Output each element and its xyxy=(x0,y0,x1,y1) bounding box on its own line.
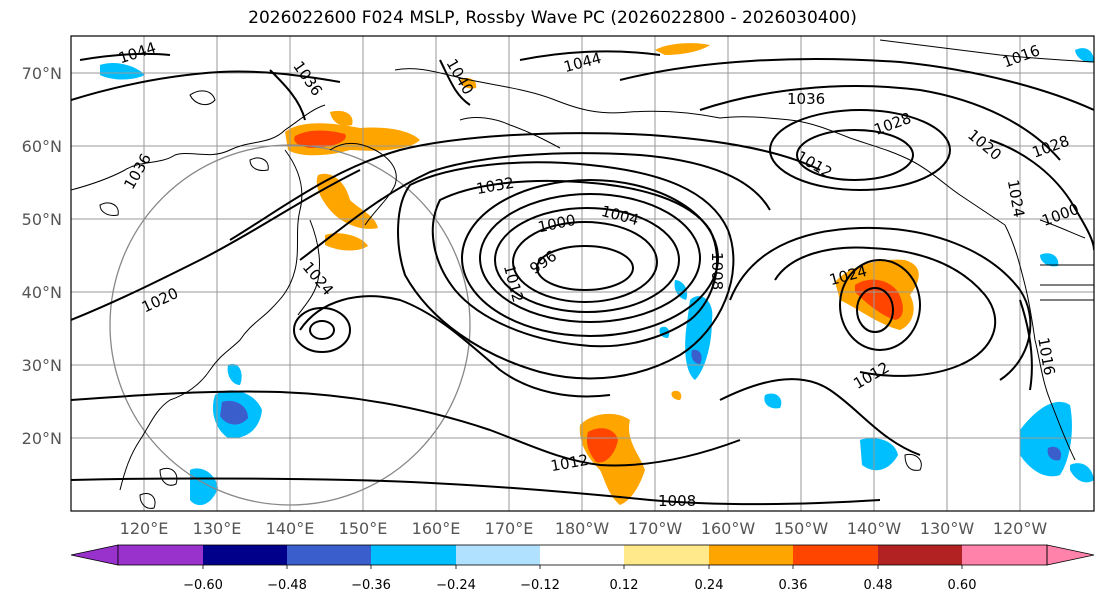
longitude-labels: 120°E 130°E 140°E 150°E 160°E 170°E 180°… xyxy=(120,519,1048,538)
colorbar-tick-label: 0.48 xyxy=(864,578,893,593)
contour-label: 1008 xyxy=(658,492,696,510)
lon-label: 160°W xyxy=(701,519,756,538)
mslp-contours xyxy=(71,50,1094,506)
lon-label: 180°W xyxy=(555,519,610,538)
colorbar-outline xyxy=(117,544,1048,566)
colorbar-bin xyxy=(540,545,624,565)
latitude-labels: 70°N 60°N 50°N 40°N 30°N 20°N xyxy=(22,64,62,448)
lon-label: 140°E xyxy=(266,519,315,538)
colorbar-bin xyxy=(878,545,962,565)
colorbar-tick-label: 0.36 xyxy=(779,578,808,593)
colorbar-tick-label: 0.24 xyxy=(695,578,724,593)
lon-label: 150°E xyxy=(339,519,388,538)
coastlines xyxy=(71,39,1094,509)
colorbar-extend-right xyxy=(1046,544,1095,566)
lat-label: 30°N xyxy=(22,356,62,375)
lon-label: 140°W xyxy=(847,519,902,538)
lon-label: 130°E xyxy=(193,519,242,538)
colorbar-tick-label: −0.48 xyxy=(267,578,307,593)
colorbar-tick-label: 0.60 xyxy=(948,578,977,593)
colorbar: −0.60 −0.48 −0.36 −0.24 −0.12 0.12 0.24 … xyxy=(70,544,1095,593)
colorbar-tick-label: −0.12 xyxy=(520,578,560,593)
lon-label: 120°W xyxy=(993,519,1048,538)
colorbar-extend-left xyxy=(70,544,119,566)
chart-title: 2026022600 F024 MSLP, Rossby Wave PC (20… xyxy=(248,8,857,28)
map-frame xyxy=(70,35,1095,512)
contour-label: 1036 xyxy=(787,90,825,108)
lat-label: 70°N xyxy=(22,64,62,83)
colorbar-tick-label: −0.24 xyxy=(436,578,476,593)
colorbar-bin xyxy=(962,545,1047,565)
colorbar-bin xyxy=(118,545,203,565)
colorbar-bin xyxy=(456,545,540,565)
colorbar-tick-label: 0.12 xyxy=(610,578,639,593)
colorbar-bin xyxy=(287,545,371,565)
lon-label: 160°E xyxy=(412,519,461,538)
lon-label: 150°W xyxy=(774,519,829,538)
lat-label: 40°N xyxy=(22,283,62,302)
colorbar-bin xyxy=(371,545,456,565)
lon-label: 120°E xyxy=(120,519,169,538)
colorbar-bin xyxy=(709,545,793,565)
anomaly-shading-negative xyxy=(100,48,1094,506)
great-circle-arc xyxy=(109,144,471,506)
lon-label: 170°E xyxy=(485,519,534,538)
lat-label: 20°N xyxy=(22,429,62,448)
colorbar-bin xyxy=(203,545,287,565)
lat-label: 50°N xyxy=(22,210,62,229)
lat-label: 60°N xyxy=(22,137,62,156)
colorbar-bin xyxy=(624,545,709,565)
colorbar-tick-label: −0.36 xyxy=(351,578,391,593)
colorbar-tick-label: −0.60 xyxy=(183,578,223,593)
lon-label: 130°W xyxy=(920,519,975,538)
colorbar-bin xyxy=(793,545,878,565)
lon-label: 170°W xyxy=(628,519,683,538)
anomaly-shading-positive xyxy=(285,43,919,505)
contour-label: 1008 xyxy=(708,252,726,290)
